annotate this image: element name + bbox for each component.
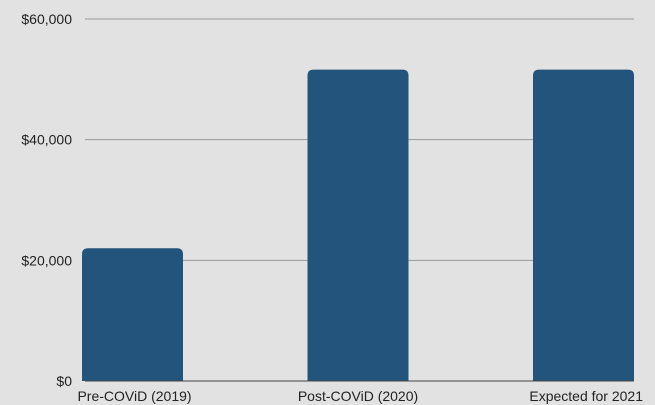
y-tick-label: $20,000 xyxy=(21,252,72,268)
x-tick-label: Expected for 2021 xyxy=(529,388,643,404)
bar xyxy=(533,69,634,382)
y-tick-label: $0 xyxy=(56,373,72,389)
y-tick-label: $60,000 xyxy=(21,11,72,27)
y-tick-label: $40,000 xyxy=(21,132,72,148)
x-tick-label: Post-COViD (2020) xyxy=(298,388,418,404)
bar xyxy=(82,248,183,381)
x-tick-label: Pre-COViD (2019) xyxy=(77,388,191,404)
bar xyxy=(307,69,409,382)
